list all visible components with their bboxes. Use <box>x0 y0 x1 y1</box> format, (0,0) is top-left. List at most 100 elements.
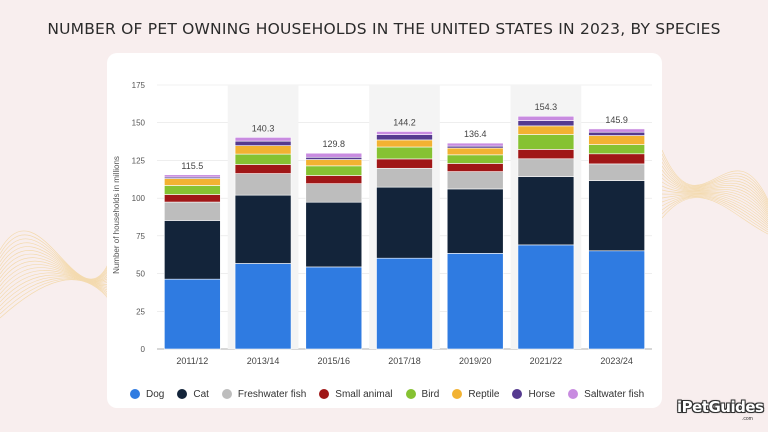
y-tick-label: 125 <box>132 156 146 165</box>
bar-segment-dog[interactable] <box>588 250 645 350</box>
bar-segment-bird[interactable] <box>234 153 292 165</box>
legend-item[interactable]: Bird <box>405 388 440 400</box>
bar-segment-small-animal[interactable] <box>588 153 645 165</box>
bar-segment-cat[interactable] <box>305 201 363 268</box>
bar-segment-bird[interactable] <box>305 165 363 176</box>
bar-segment-freshwater-fish[interactable] <box>446 171 504 190</box>
bar-segment-bird[interactable] <box>446 154 504 164</box>
bar-segment-horse[interactable] <box>234 140 292 146</box>
bar-segment-saltwater-fish[interactable] <box>446 142 504 147</box>
bar-segment-saltwater-fish[interactable] <box>517 115 575 121</box>
bar-segment-freshwater-fish[interactable] <box>376 167 433 188</box>
bar-segment-horse[interactable] <box>305 156 363 160</box>
bar-segment-reptile[interactable] <box>234 145 292 155</box>
bar-segment-reptile[interactable] <box>376 139 433 148</box>
bar-segment-saltwater-fish[interactable] <box>588 128 645 133</box>
bar-total-label: 145.9 <box>605 115 628 125</box>
page-title: NUMBER OF PET OWNING HOUSEHOLDS IN THE U… <box>47 20 721 38</box>
x-tick-label: 2023/24 <box>600 356 633 366</box>
brand-logo-suffix: .com <box>742 416 753 422</box>
legend-item[interactable]: Horse <box>512 389 555 400</box>
bar-segment-small-animal[interactable] <box>446 163 504 172</box>
legend-swatch-icon <box>130 389 140 399</box>
y-tick-label: 25 <box>136 307 145 316</box>
legend-label: Reptile <box>468 388 500 400</box>
bar-segment-bird[interactable] <box>588 144 645 155</box>
bar-segment-cat[interactable] <box>517 176 575 246</box>
x-tick-label: 2017/18 <box>388 356 421 366</box>
chart-legend: Dog Cat Freshwater fish Small animal Bird Rep… <box>130 386 657 402</box>
legend-item[interactable]: Dog <box>130 389 164 400</box>
bar-total-label: 115.5 <box>181 161 203 171</box>
legend-label: Bird <box>421 388 440 400</box>
legend-item[interactable]: Freshwater fish <box>221 388 307 400</box>
bar-segment-saltwater-fish[interactable] <box>376 131 433 135</box>
bar-segment-dog[interactable] <box>446 253 504 350</box>
legend-label: Dog <box>146 388 165 400</box>
bar-total-label: 144.2 <box>393 117 416 127</box>
bar-segment-cat[interactable] <box>376 186 433 259</box>
bar-segment-reptile[interactable] <box>305 159 363 167</box>
bar-total-label: 129.8 <box>323 139 346 149</box>
bar-segment-reptile[interactable] <box>164 178 221 186</box>
legend-item[interactable]: Saltwater fish <box>568 389 644 400</box>
legend-label: Small animal <box>335 388 393 400</box>
y-axis-label: Number of households in millions <box>112 156 121 274</box>
y-tick-label: 50 <box>136 270 145 279</box>
bar-segment-freshwater-fish[interactable] <box>234 173 292 196</box>
bar-total-label: 140.3 <box>252 123 275 133</box>
bar-segment-reptile[interactable] <box>446 147 504 156</box>
bar-segment-bird[interactable] <box>164 185 221 195</box>
y-tick-label: 75 <box>136 232 145 241</box>
bar-segment-saltwater-fish[interactable] <box>305 152 363 158</box>
bar-segment-cat[interactable] <box>588 180 645 252</box>
legend-label: Saltwater fish <box>584 388 645 400</box>
bar-segment-dog[interactable] <box>164 278 221 350</box>
x-tick-label: 2015/16 <box>318 356 351 366</box>
legend-item[interactable]: Small animal <box>319 388 393 400</box>
legend-item[interactable]: Cat <box>177 389 209 400</box>
bar-segment-freshwater-fish[interactable] <box>517 158 575 177</box>
y-tick-label: 100 <box>132 194 146 203</box>
legend-label: Cat <box>193 388 209 400</box>
bar-segment-reptile[interactable] <box>588 135 645 145</box>
bar-segment-freshwater-fish[interactable] <box>305 183 363 203</box>
bar-segment-small-animal[interactable] <box>164 194 221 203</box>
legend-swatch-icon <box>568 389 579 399</box>
bar-segment-small-animal[interactable] <box>376 158 433 169</box>
legend-label: Horse <box>528 388 556 400</box>
legend-swatch-icon <box>319 389 330 399</box>
x-tick-label: 2013/14 <box>247 356 280 366</box>
bar-segment-dog[interactable] <box>376 257 433 350</box>
legend-item[interactable]: Reptile <box>452 389 499 400</box>
bar-segment-cat[interactable] <box>164 220 221 280</box>
bar-segment-bird[interactable] <box>376 146 433 160</box>
bar-segment-saltwater-fish[interactable] <box>164 174 221 178</box>
legend-swatch-icon <box>405 389 416 399</box>
bar-total-label: 136.4 <box>464 129 487 139</box>
bar-segment-cat[interactable] <box>446 188 504 254</box>
bar-segment-dog[interactable] <box>305 266 363 350</box>
bar-total-label: 154.3 <box>535 102 558 112</box>
bar-segment-bird[interactable] <box>517 134 575 150</box>
bar-segment-saltwater-fish[interactable] <box>234 137 292 142</box>
bar-segment-reptile[interactable] <box>517 125 575 135</box>
bar-segment-horse[interactable] <box>517 120 575 127</box>
bar-segment-freshwater-fish[interactable] <box>588 163 645 181</box>
bar-segment-horse[interactable] <box>588 131 645 136</box>
x-tick-label: 2019/20 <box>459 356 492 366</box>
legend-label: Freshwater fish <box>237 388 307 400</box>
bar-segment-small-animal[interactable] <box>305 175 363 184</box>
bar-segment-dog[interactable] <box>517 244 575 350</box>
bar-segment-dog[interactable] <box>234 263 292 350</box>
bar-segment-freshwater-fish[interactable] <box>164 201 221 221</box>
bar-segment-horse[interactable] <box>376 134 433 141</box>
bar-segment-small-animal[interactable] <box>234 164 292 174</box>
bar-segment-cat[interactable] <box>234 194 292 264</box>
bar-segment-small-animal[interactable] <box>517 149 575 160</box>
x-tick-label: 2021/22 <box>530 356 563 366</box>
legend-swatch-icon <box>221 389 232 399</box>
x-tick-label: 2011/12 <box>176 356 208 366</box>
